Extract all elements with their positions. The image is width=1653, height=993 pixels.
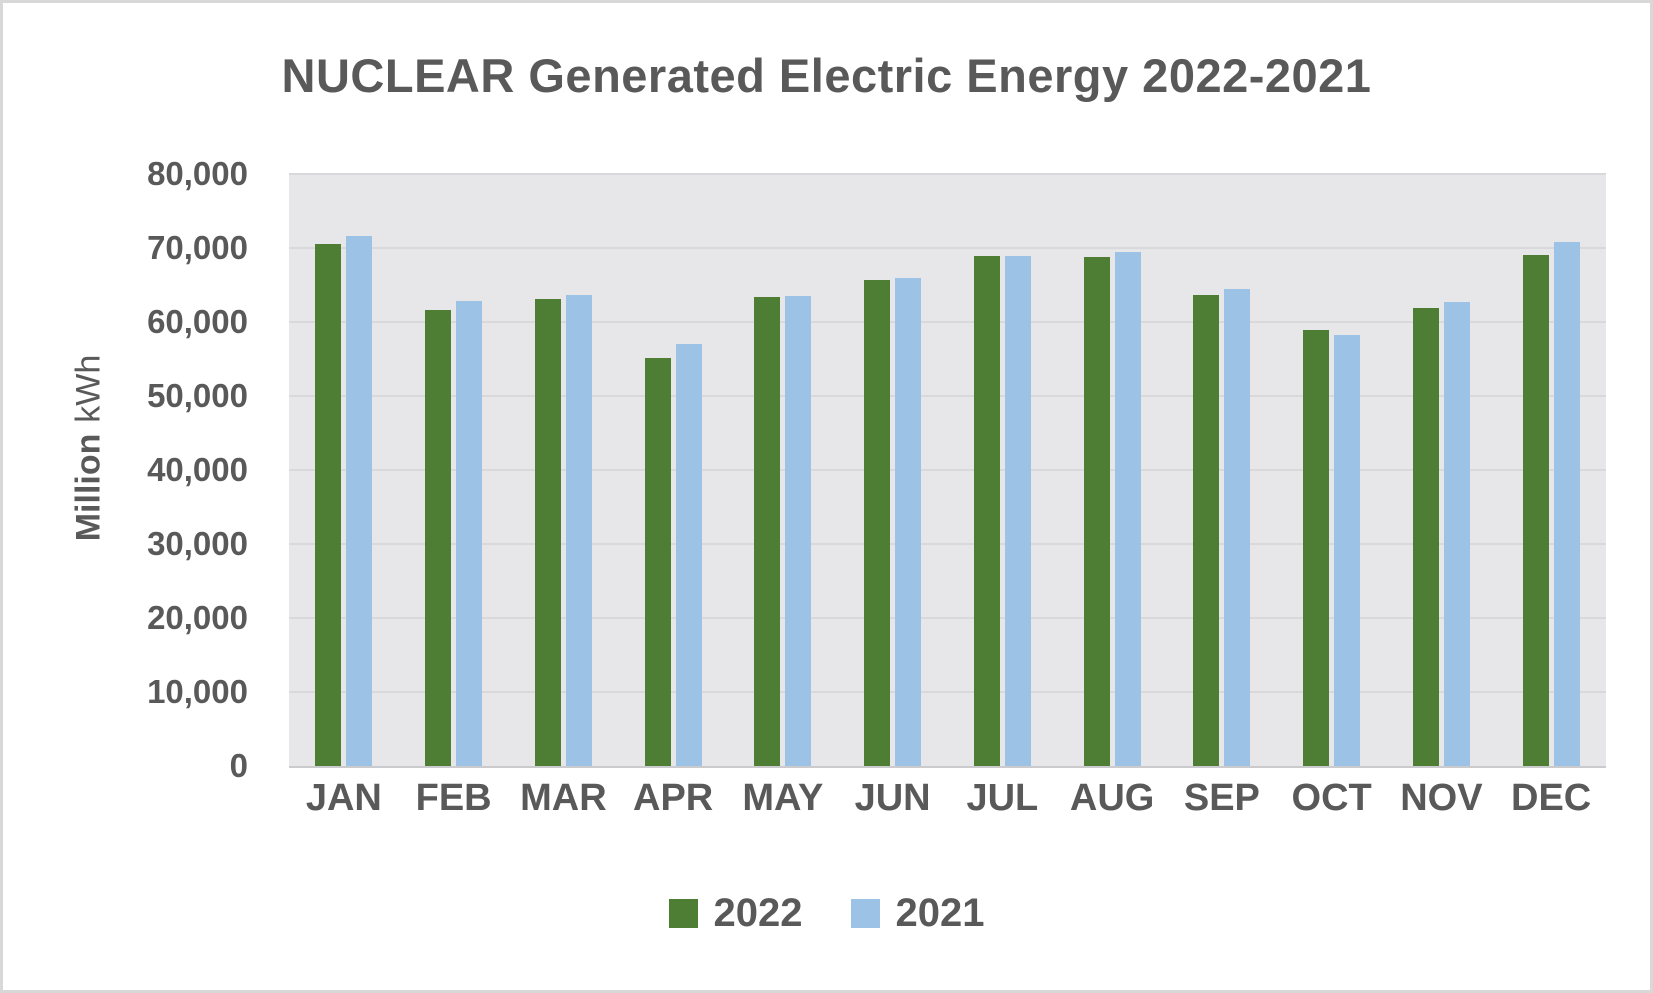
y-tick-label: 30,000 xyxy=(147,525,248,562)
bar-2022-apr xyxy=(644,357,671,766)
plot-area xyxy=(289,173,1606,768)
chart-title: NUCLEAR Generated Electric Energy 2022-2… xyxy=(281,49,1372,102)
gridline-40000 xyxy=(289,469,1606,471)
x-axis-label-oct: OCT xyxy=(1291,777,1372,819)
bar-group-nov xyxy=(1387,174,1497,766)
bar-2022-mar xyxy=(534,299,561,766)
legend-label-2022: 2022 xyxy=(713,891,803,935)
bar-2022-nov xyxy=(1412,307,1439,766)
bar-group-oct xyxy=(1277,174,1387,766)
legend: 2022 2021 xyxy=(3,891,1650,936)
x-axis-label-nov: NOV xyxy=(1400,777,1483,819)
bar-group-feb xyxy=(399,174,509,766)
bar-2021-may xyxy=(785,296,812,766)
bar-2022-sep xyxy=(1193,295,1220,766)
bar-2022-dec xyxy=(1522,255,1549,766)
y-tick-label: 60,000 xyxy=(147,303,248,340)
legend-item-2021: 2021 xyxy=(850,891,985,936)
gridline-10000 xyxy=(289,691,1606,693)
bar-2022-feb xyxy=(425,310,452,766)
bar-group-mar xyxy=(509,174,619,766)
y-axis-tick-labels: 0 10,000 20,000 30,000 40,000 50,000 60,000 70,… xyxy=(3,155,248,784)
legend-label-2021: 2021 xyxy=(895,891,985,935)
y-tick-label: 10,000 xyxy=(147,673,248,710)
y-tick-label: 80,000 xyxy=(147,155,248,192)
bar-chart: NUCLEAR Generated Electric Energy 2022-2… xyxy=(3,3,1650,990)
x-axis-label-sep: SEP xyxy=(1183,777,1260,819)
bar-group-jul xyxy=(948,174,1058,766)
x-axis-label-aug: AUG xyxy=(1069,777,1155,819)
bar-group-aug xyxy=(1057,174,1167,766)
x-axis-label-apr: APR xyxy=(633,777,714,819)
bar-group-jun xyxy=(838,174,948,766)
bar-group-dec xyxy=(1496,174,1606,766)
bar-2021-jun xyxy=(895,277,922,766)
gridline-60000 xyxy=(289,321,1606,323)
bar-2022-jul xyxy=(973,256,1000,766)
legend-item-2022: 2022 xyxy=(668,891,803,936)
bar-2021-feb xyxy=(456,301,483,766)
x-axis-label-mar: MAR xyxy=(520,777,607,819)
bar-2021-jan xyxy=(346,236,373,766)
y-tick-label: 20,000 xyxy=(147,599,248,636)
x-axis-label-jul: JUL xyxy=(966,777,1039,819)
bar-2021-mar xyxy=(565,295,592,766)
bar-2021-apr xyxy=(675,344,702,766)
bar-2021-oct xyxy=(1334,334,1361,766)
gridline-80000 xyxy=(289,173,1606,175)
legend-swatch-2022 xyxy=(668,899,698,928)
x-axis-label-jan: JAN xyxy=(305,777,382,819)
y-tick-label: 40,000 xyxy=(147,451,248,488)
bar-2022-aug xyxy=(1083,256,1110,766)
bar-group-apr xyxy=(618,174,728,766)
bar-2022-oct xyxy=(1303,330,1330,766)
bar-2021-jul xyxy=(1004,256,1031,766)
gridline-70000 xyxy=(289,247,1606,249)
bar-2021-aug xyxy=(1114,251,1141,766)
y-tick-label: 70,000 xyxy=(147,229,248,266)
y-tick-label: 50,000 xyxy=(147,377,248,414)
x-axis-label-may: MAY xyxy=(742,777,824,819)
bar-2022-jun xyxy=(864,279,891,766)
x-axis-label-dec: DEC xyxy=(1511,777,1592,819)
bar-2022-jan xyxy=(315,244,342,766)
bar-2021-dec xyxy=(1553,242,1580,766)
bar-2021-sep xyxy=(1224,288,1251,766)
gridline-50000 xyxy=(289,395,1606,397)
legend-swatch-2021 xyxy=(850,899,880,928)
bar-2021-nov xyxy=(1443,302,1470,766)
bar-group-may xyxy=(728,174,838,766)
gridline-30000 xyxy=(289,543,1606,545)
x-axis-label-feb: FEB xyxy=(415,777,492,819)
x-axis-label-jun: JUN xyxy=(854,777,931,819)
bar-2022-may xyxy=(754,296,781,766)
y-tick-label: 0 xyxy=(229,747,248,784)
gridline-20000 xyxy=(289,617,1606,619)
x-axis-labels: JAN FEB MAR APR MAY JUN JUL AUG SEP OCT NOV DEC xyxy=(289,776,1606,822)
bar-group-jan xyxy=(289,174,399,766)
bar-group-sep xyxy=(1167,174,1277,766)
